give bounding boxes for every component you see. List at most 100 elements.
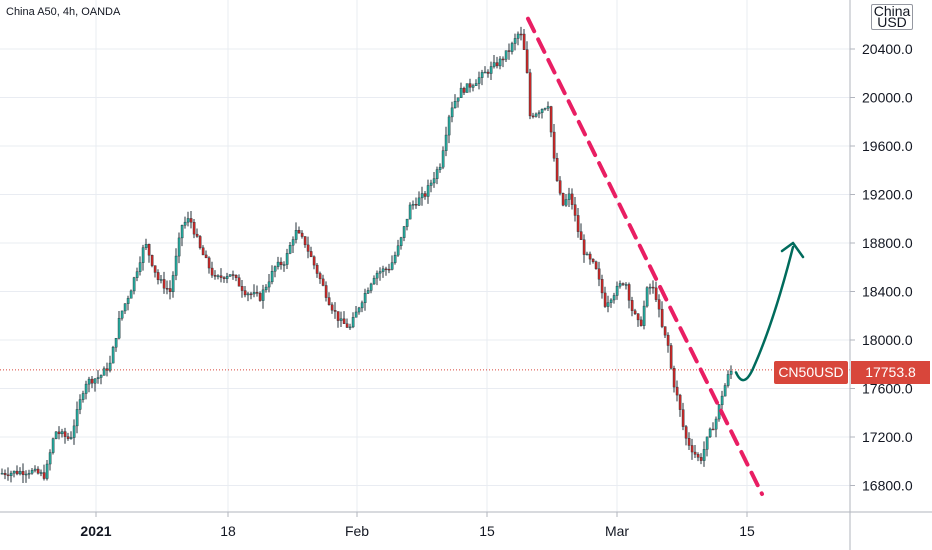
axis-unit-button[interactable]: China USD [871, 4, 913, 30]
candle [366, 287, 370, 294]
last-price-label: 17753.8 [851, 361, 930, 384]
candle [555, 152, 559, 182]
candle [558, 176, 562, 196]
candle [225, 272, 229, 284]
candle [606, 295, 610, 313]
candle [345, 318, 349, 328]
candle [648, 283, 652, 295]
candle [45, 460, 49, 481]
candle [327, 292, 331, 306]
candle [39, 469, 43, 477]
candle [162, 271, 166, 294]
candle [30, 467, 34, 475]
candle [333, 302, 337, 319]
candle [465, 83, 469, 93]
candle [729, 365, 733, 380]
candle [501, 56, 505, 68]
candle [57, 426, 61, 440]
candle [471, 83, 475, 92]
candle [633, 308, 637, 316]
candle [183, 216, 187, 229]
candle [687, 432, 691, 450]
candle [384, 266, 388, 276]
candle [141, 244, 145, 271]
candle [390, 255, 394, 271]
projection-arrowhead [780, 241, 805, 259]
candle [498, 56, 502, 70]
candle [357, 306, 361, 315]
candle [75, 401, 79, 434]
candle [375, 270, 379, 286]
candle [240, 280, 244, 298]
candle [126, 295, 130, 311]
candle [156, 269, 160, 285]
candle [393, 251, 397, 265]
candle [477, 71, 481, 90]
candle [339, 311, 343, 327]
candle [144, 238, 148, 251]
candle [153, 265, 157, 278]
candle [363, 288, 367, 311]
candle [315, 263, 319, 278]
candle [576, 207, 580, 238]
candle [159, 274, 163, 284]
candle [651, 280, 655, 294]
candle [102, 366, 106, 376]
candle [24, 470, 28, 483]
candle [6, 467, 10, 481]
candle [438, 163, 442, 173]
candle [150, 254, 154, 268]
candle [105, 362, 109, 377]
candle [135, 267, 139, 282]
candle [456, 97, 460, 108]
candle [417, 191, 421, 207]
candle [534, 112, 538, 118]
symbol-price-label: CN50USD [774, 361, 848, 384]
candle [252, 284, 256, 298]
price-tick-label: 18400.0 [862, 284, 913, 300]
candle [198, 234, 202, 250]
candle [381, 265, 385, 278]
candle [699, 453, 703, 465]
candle [63, 427, 67, 444]
axis-unit-line2: USD [877, 14, 907, 30]
candle [567, 187, 571, 207]
candle [528, 68, 532, 120]
candle [216, 274, 220, 280]
candle [588, 251, 592, 265]
candle [639, 316, 643, 327]
candle [615, 281, 619, 300]
candle [189, 210, 193, 229]
candle [300, 230, 304, 239]
candle [213, 270, 217, 280]
candle [489, 61, 493, 81]
candle [492, 54, 496, 69]
candle [120, 310, 124, 321]
candle [603, 286, 607, 308]
candle [192, 219, 196, 239]
candle [399, 236, 403, 250]
candle [720, 390, 724, 410]
candle [504, 50, 508, 62]
candle [642, 300, 646, 330]
candle [228, 274, 232, 277]
candle [657, 294, 661, 318]
candle [447, 114, 451, 144]
candle [618, 280, 622, 289]
candle [3, 469, 7, 480]
candle [336, 311, 340, 328]
candle [624, 282, 628, 290]
candle [33, 465, 37, 473]
candle [318, 271, 322, 284]
candle [66, 432, 70, 441]
candle [711, 422, 715, 431]
candle [696, 452, 700, 462]
price-tick-label: 19200.0 [862, 187, 913, 203]
time-axis-labels: 2021 18 Feb 15 Mar 15 [80, 512, 755, 539]
candle [261, 284, 265, 309]
candle [549, 105, 553, 138]
candle [531, 112, 535, 119]
candle [369, 282, 373, 294]
candle [474, 79, 478, 86]
